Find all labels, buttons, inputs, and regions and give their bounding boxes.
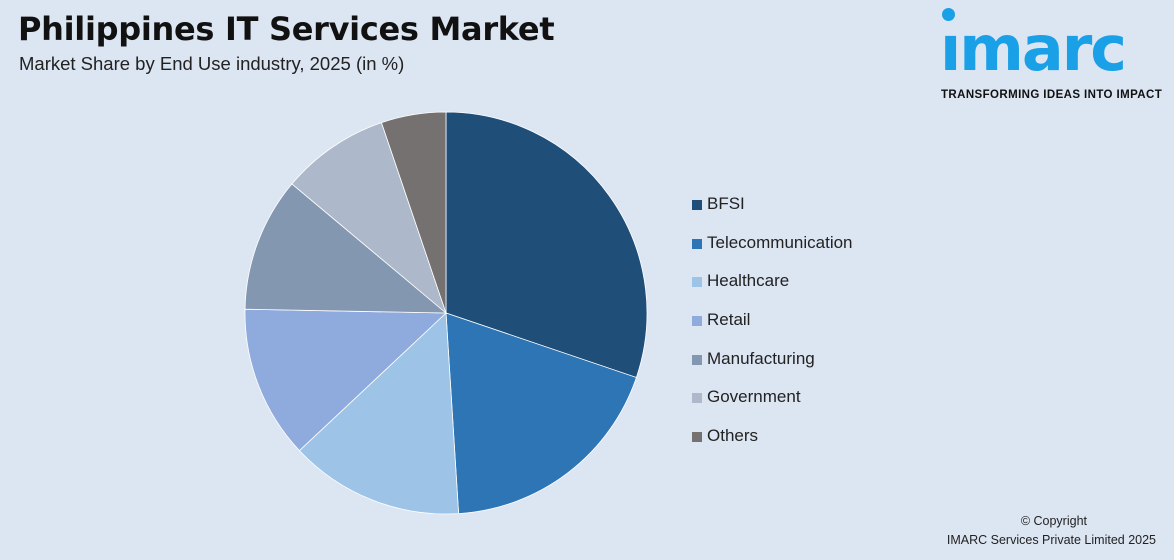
logo-wordmark: ımarc [940, 12, 1127, 85]
legend-label: Government [707, 387, 801, 407]
chart-title: Philippines IT Services Market [18, 10, 555, 48]
pie-slice-manufacturing [244, 183, 448, 314]
copyright-line: © Copyright [1020, 514, 1087, 528]
legend-label: Others [707, 426, 759, 446]
legend-label: Manufacturing [707, 348, 815, 368]
copyright-notice: © Copyright IMARC Services Private Limit… [947, 512, 1156, 550]
logo-dot-icon [942, 8, 955, 21]
legend-swatch [692, 316, 702, 327]
legend-swatch [692, 200, 702, 210]
pie-slice-telecommunication [445, 312, 637, 515]
legend-swatch [692, 238, 702, 249]
legend-label: Healthcare [707, 271, 790, 291]
logo-tagline: TRANSFORMING IDEAS INTO IMPACT [941, 89, 1163, 101]
pie-slice-others [380, 111, 447, 314]
pie-slice-healthcare [298, 312, 460, 515]
legend-label: Retail [707, 310, 751, 330]
pie-slice-bfsi [445, 111, 648, 379]
pie-slice-government [291, 122, 447, 315]
pie-slice-retail [244, 308, 447, 452]
legend-swatch [692, 393, 702, 404]
legend-swatch [692, 277, 702, 288]
legend-swatch [692, 354, 702, 365]
legend-label: BFSI [707, 194, 745, 213]
imarc-logo: ımarc TRANSFORMING IDEAS INTO IMPACT [936, 6, 1168, 106]
legend-label: Telecommunication [707, 232, 853, 252]
legend-swatch [692, 432, 702, 443]
chart-subtitle: Market Share by End Use industry, 2025 (… [19, 53, 405, 74]
copyright-company: IMARC Services Private Limited 2025 [946, 533, 1156, 547]
